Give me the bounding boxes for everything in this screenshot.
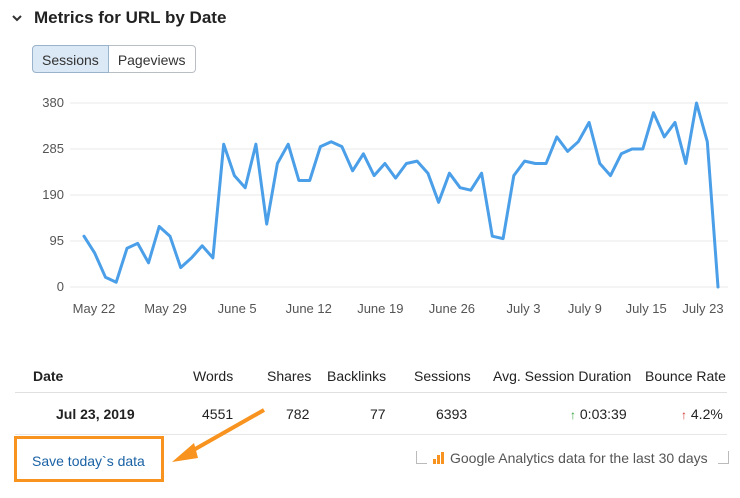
x-tick-label: June 5 [218,301,257,316]
bracket-left [416,450,427,464]
row-divider [15,434,727,435]
header-backlinks: Backlinks [327,368,387,384]
ga-note: Google Analytics data for the last 30 da… [416,450,729,466]
y-tick-label: 95 [50,233,64,248]
x-tick-label: May 29 [144,301,187,316]
x-tick-label: June 12 [286,301,332,316]
table-divider [15,392,727,393]
y-tick-label: 190 [42,187,64,202]
y-tick-label: 0 [57,279,64,294]
arrow-head [172,443,198,462]
header-bounce-rate: Bounce Rate [645,368,726,384]
section-title: Metrics for URL by Date [34,8,227,27]
x-tick-label: June 26 [429,301,475,316]
row-bounce-rate: ↑ 4.2% [681,406,723,422]
chevron-down-icon[interactable] [10,11,24,25]
sessions-line [82,101,720,289]
metric-tabs: Sessions Pageviews [32,45,196,73]
header-shares: Shares [267,368,312,384]
row-backlinks: 77 [370,406,386,422]
row-words: 4551 [202,406,234,422]
header-words: Words [193,368,234,384]
x-tick-label: July 3 [506,301,540,316]
sessions-line-chart: 0 95 190 285 380 May 22 May 29 June 5 June 12 Jun… [42,95,728,316]
section-header[interactable]: Metrics for URL by Date [10,8,226,28]
header-sessions: Sessions [414,368,471,384]
arrow-up-icon: ↑ [681,408,687,422]
x-tick-label: July 15 [626,301,667,316]
ga-note-text: Google Analytics data for the last 30 da… [450,450,708,466]
header-date: Date [33,368,64,384]
highlight-box [14,436,164,482]
bracket-right [717,450,729,464]
table-header: Date Words Shares Backlinks Sessions Avg… [0,368,740,388]
save-data-link[interactable]: Save today`s data [32,453,145,469]
row-sessions: 6393 [436,406,468,422]
x-tick-label: July 23 [682,301,723,316]
row-avg-duration: ↑ 0:03:39 [570,406,627,422]
arrow-up-icon: ↑ [570,408,576,422]
table-row: Jul 23, 2019 4551 782 77 6393 ↑ 0:03:39 … [0,406,740,426]
row-date: Jul 23, 2019 [56,406,135,422]
row-shares: 782 [286,406,310,422]
x-tick-label: June 19 [357,301,403,316]
y-tick-label: 380 [42,95,64,110]
x-tick-label: May 22 [73,301,116,316]
y-tick-label: 285 [42,141,64,156]
google-analytics-icon [433,452,444,464]
x-tick-label: July 9 [568,301,602,316]
tab-pageviews[interactable]: Pageviews [108,45,196,73]
tab-sessions[interactable]: Sessions [32,45,109,73]
header-avg-duration: Avg. Session Duration [493,368,632,384]
